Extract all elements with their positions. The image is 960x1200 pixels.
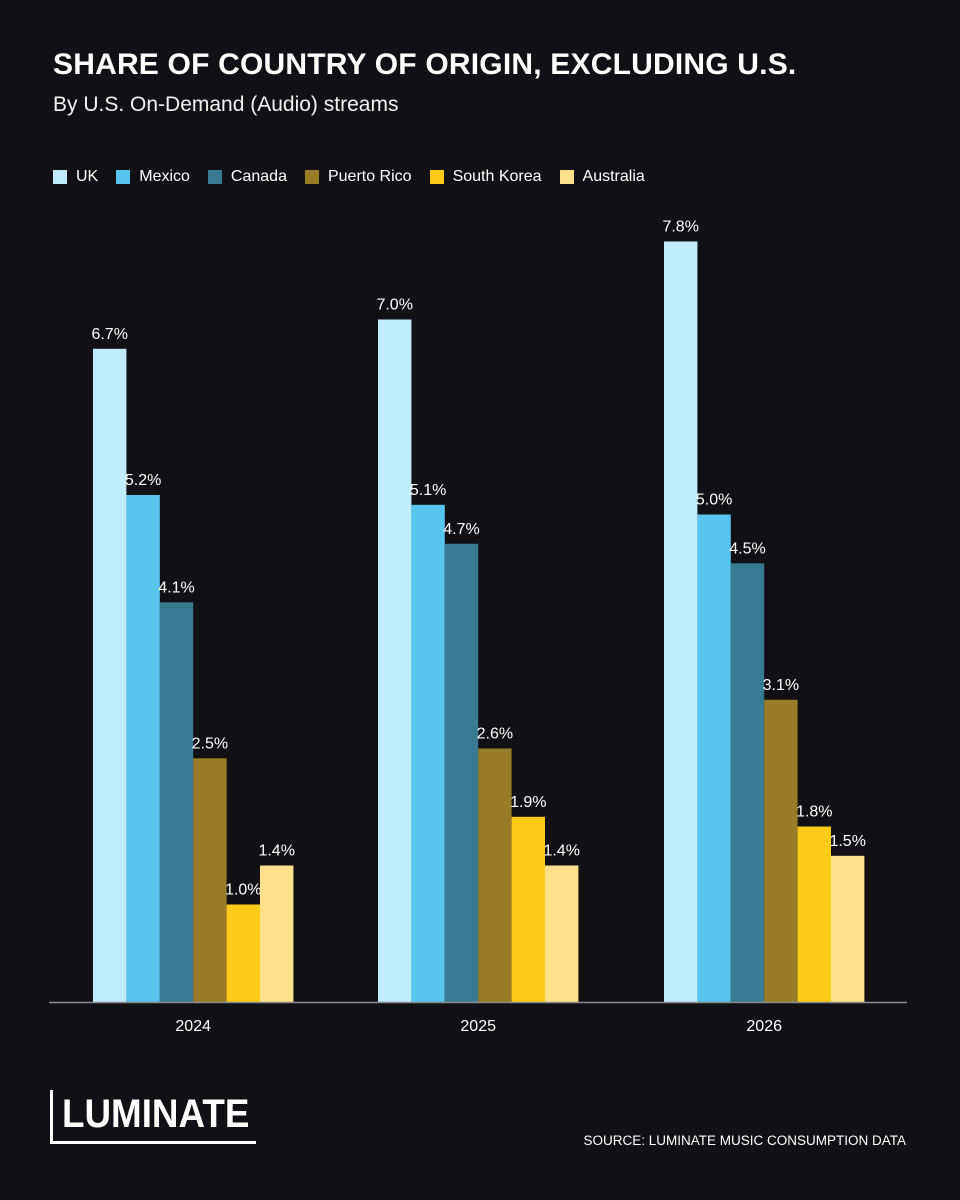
legend-swatch: [559, 170, 574, 184]
source-note: SOURCE: LUMINATE MUSIC CONSUMPTION DATA: [583, 1133, 906, 1148]
data-label: 5.1%: [410, 482, 446, 499]
bar-south-korea-2025: [511, 816, 545, 1003]
bar-australia-2024: [260, 865, 294, 1002]
bar-mexico-2026: [697, 514, 731, 1002]
data-label: 5.0%: [696, 492, 732, 509]
bar-australia-2025: [545, 865, 579, 1002]
legend-swatch: [116, 170, 131, 184]
bar-mexico-2024: [126, 495, 160, 1002]
bar-puerto-rico-2025: [478, 748, 512, 1002]
data-label: 2.5%: [192, 735, 228, 752]
chart-title: SHARE OF COUNTRY OF ORIGIN, EXCLUDING U.…: [53, 48, 797, 81]
x-tick-label: 2026: [746, 1018, 782, 1035]
legend-label: Australia: [582, 168, 645, 185]
legend-swatch: [53, 170, 67, 184]
bar-canada-2024: [159, 602, 194, 1002]
data-label: 7.8%: [662, 219, 698, 236]
data-label: 6.7%: [91, 326, 127, 343]
data-label: 1.0%: [225, 882, 261, 899]
data-label: 2.6%: [477, 726, 513, 743]
bar-mexico-2025: [411, 504, 445, 1002]
bar-canada-2025: [444, 543, 479, 1003]
x-tick-label: 2025: [460, 1018, 496, 1035]
data-label: 3.1%: [763, 677, 799, 694]
legend-item-australia: Australia: [559, 168, 645, 186]
data-label: 1.4%: [258, 843, 294, 860]
data-label: 1.8%: [796, 804, 832, 821]
data-label: 4.7%: [443, 521, 479, 538]
chart-subtitle: By U.S. On-Demand (Audio) streams: [53, 93, 399, 116]
bar-uk-2026: [664, 241, 698, 1002]
bar-uk-2024: [93, 348, 127, 1003]
data-label: 1.5%: [829, 833, 865, 850]
legend-swatch: [207, 170, 222, 184]
data-label: 4.5%: [729, 540, 765, 557]
legend-label: UK: [76, 168, 99, 185]
bar-canada-2026: [730, 563, 765, 1003]
legend-item-mexico: Mexico: [116, 168, 190, 186]
legend-label: Canada: [230, 168, 287, 185]
logo-text: LUMINATE: [62, 1092, 250, 1136]
luminate-logo: LUMINATE: [50, 1090, 256, 1144]
legend-item-puerto-rico: Puerto Rico: [304, 168, 412, 186]
legend-label: Mexico: [139, 168, 190, 185]
legend-label: Puerto Rico: [327, 168, 412, 185]
legend-item-south-korea: South Korea: [429, 168, 542, 186]
bar-uk-2025: [378, 319, 412, 1002]
data-label: 5.2%: [125, 472, 161, 489]
data-label: 1.4%: [543, 843, 579, 860]
legend-item-canada: Canada: [207, 168, 287, 186]
data-label: 7.0%: [376, 297, 412, 314]
legend-swatch: [429, 170, 444, 184]
legend-label: South Korea: [452, 168, 542, 185]
data-label: 1.9%: [510, 794, 546, 811]
bar-puerto-rico-2024: [193, 758, 227, 1003]
x-tick-label: 2024: [175, 1018, 211, 1035]
bar-puerto-rico-2026: [764, 699, 798, 1003]
legend: UK Mexico Canada Puerto Rico South Korea Aust…: [53, 168, 663, 186]
legend-item-uk: UK: [53, 168, 98, 186]
legend-swatch: [304, 170, 319, 184]
bar-south-korea-2026: [797, 826, 831, 1002]
bar-chart: 6.7% 5.2% 4.1% 2.5% 1.0% 1.4% 2024 7.0% 5.1% 4.7%…: [49, 219, 907, 1035]
bar-south-korea-2024: [226, 904, 260, 1002]
data-label: 4.1%: [158, 579, 194, 596]
bar-australia-2026: [831, 855, 865, 1003]
